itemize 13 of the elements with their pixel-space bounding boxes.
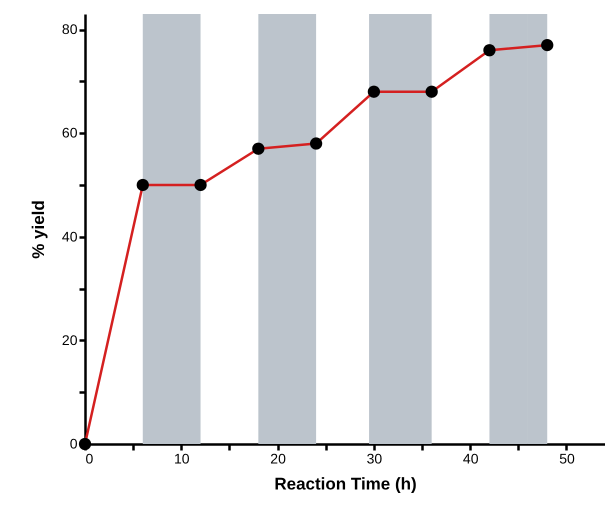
x-tick-label: 20 bbox=[270, 450, 286, 466]
x-tick-label: 40 bbox=[462, 450, 479, 466]
x-tick-label: 30 bbox=[366, 450, 382, 466]
y-axis-title: % yield bbox=[28, 200, 48, 259]
y-tick-label: 80 bbox=[62, 21, 78, 38]
x-axis-title: Reaction Time (h) bbox=[274, 474, 417, 494]
y-tick-label: 20 bbox=[62, 332, 78, 348]
x-tick-label: 0 bbox=[86, 450, 94, 466]
x-tick-label: 50 bbox=[559, 450, 575, 466]
y-tick-label: 40 bbox=[62, 228, 78, 244]
y-tick-label: 60 bbox=[62, 124, 78, 141]
y-tick-label: 0 bbox=[70, 436, 78, 452]
x-tick-label: 10 bbox=[174, 450, 190, 466]
